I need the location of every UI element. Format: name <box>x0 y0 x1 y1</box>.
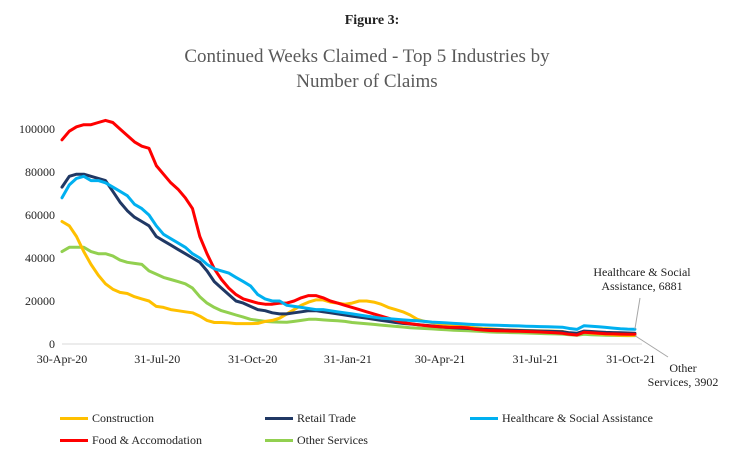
legend-item-food-accomodation: Food & Accomodation <box>60 433 202 448</box>
annotation-label-healthcare-social-assistance: Healthcare & Social <box>593 265 691 279</box>
x-tick-label: 31-Jan-21 <box>324 352 372 366</box>
series-line-food-accomodation <box>60 118 637 337</box>
legend-swatch-food-accomodation <box>60 439 88 442</box>
legend-label-retail-trade: Retail Trade <box>297 411 356 425</box>
chart-title-line-1: Continued Weeks Claimed - Top 5 Industri… <box>184 46 550 67</box>
x-tick-label: 31-Jul-20 <box>134 352 180 366</box>
line-chart: Continued Weeks Claimed - Top 5 Industri… <box>19 46 718 389</box>
legend-item-construction: Construction <box>60 411 154 426</box>
legend-label-healthcare: Healthcare & Social Assistance <box>502 411 653 425</box>
series-line-retail-trade <box>60 172 637 335</box>
x-tick-label: 31-Oct-21 <box>606 352 655 366</box>
legend-swatch-construction <box>60 417 88 420</box>
y-tick-label: 0 <box>49 337 55 351</box>
chart-title-line-2: Number of Claims <box>296 71 437 92</box>
legend: Construction Retail Trade Healthcare & S… <box>60 407 740 457</box>
x-tick-label: 30-Apr-20 <box>37 352 87 366</box>
plot-area <box>60 118 637 338</box>
legend-item-retail-trade: Retail Trade <box>265 411 356 426</box>
legend-label-food-accomodation: Food & Accomodation <box>92 433 202 447</box>
series-line-healthcare-social-assistance <box>60 174 637 331</box>
x-tick-label: 31-Oct-20 <box>228 352 277 366</box>
x-tick-label: 30-Apr-21 <box>415 352 465 366</box>
y-tick-label: 100000 <box>19 122 55 136</box>
x-axis: 30-Apr-20 31-Jul-20 31-Oct-20 31-Jan-21 30-A… <box>37 343 655 366</box>
annotation-label-other-services: Services, 3902 <box>648 375 719 389</box>
y-tick-label: 20000 <box>25 294 55 308</box>
legend-swatch-other-services <box>265 439 293 442</box>
annotation-leader-healthcare-social-assistance <box>634 297 641 330</box>
legend-swatch-healthcare <box>470 417 498 420</box>
legend-label-construction: Construction <box>92 411 154 425</box>
annotation-label-healthcare-social-assistance: Assistance, 6881 <box>601 279 682 293</box>
figure-label: Figure 3: <box>344 13 400 28</box>
legend-item-other-services: Other Services <box>265 433 368 448</box>
annotation-leader-other-services <box>634 335 669 358</box>
annotation-label-other-services: Other <box>669 361 696 375</box>
legend-item-healthcare: Healthcare & Social Assistance <box>470 411 653 426</box>
y-tick-label: 60000 <box>25 208 55 222</box>
legend-label-other-services: Other Services <box>297 433 368 447</box>
series-line-other-services <box>60 245 637 338</box>
x-tick-label: 31-Jul-21 <box>512 352 558 366</box>
y-tick-label: 80000 <box>25 165 55 179</box>
y-tick-label: 40000 <box>25 251 55 265</box>
y-axis: 0 20000 40000 60000 80000 100000 <box>19 122 55 351</box>
series-line-construction <box>60 220 637 337</box>
legend-swatch-retail-trade <box>265 417 293 420</box>
